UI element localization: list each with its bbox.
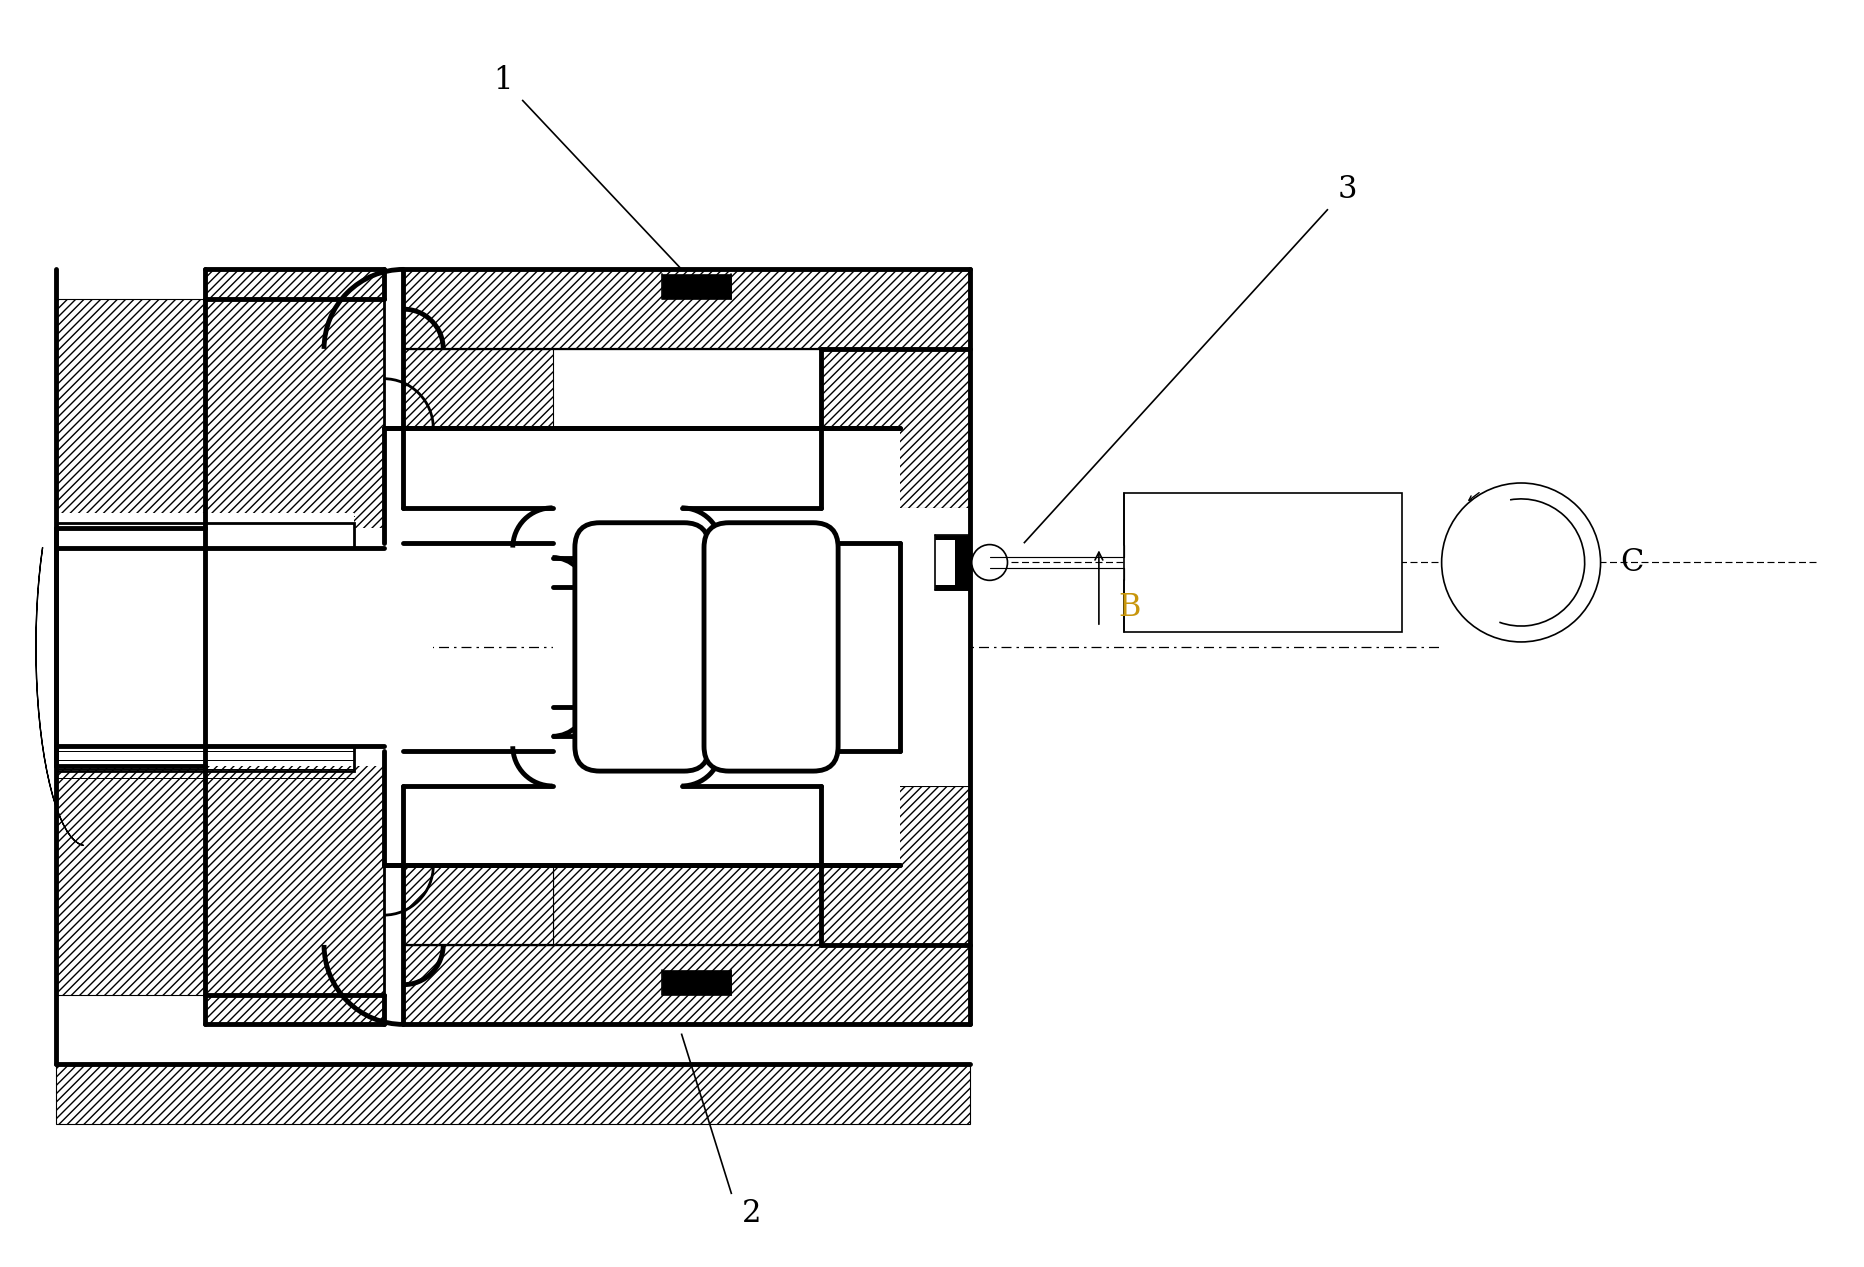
Polygon shape [403,270,969,508]
Bar [56,527,205,767]
Polygon shape [205,299,384,542]
Bar [820,508,969,786]
Text: C: C [1620,547,1644,578]
Polygon shape [384,428,602,542]
FancyBboxPatch shape [705,523,839,772]
Text: 2: 2 [742,1197,761,1229]
Bar [384,751,900,865]
Bar [1124,493,1402,632]
Text: 1: 1 [494,65,513,96]
Bar [205,527,403,767]
Text: 3: 3 [1338,175,1357,205]
Bar [56,746,354,772]
Bar [925,540,954,585]
Bar [662,275,731,299]
Polygon shape [56,1064,969,1124]
Bar [936,535,969,590]
Circle shape [1441,483,1601,642]
Bar [384,428,900,542]
Polygon shape [384,751,602,865]
Polygon shape [205,751,384,995]
Bar [56,547,432,746]
Polygon shape [403,945,969,1025]
Polygon shape [56,299,205,527]
Polygon shape [403,786,552,945]
Bar [662,969,731,995]
Polygon shape [552,786,969,945]
Polygon shape [205,995,384,1025]
Bar [552,508,820,786]
Circle shape [971,545,1008,580]
Polygon shape [205,270,384,299]
Polygon shape [403,348,552,508]
Bar [56,523,354,547]
Bar [56,513,354,552]
FancyBboxPatch shape [574,523,708,772]
Text: B: B [1118,592,1141,622]
Polygon shape [56,767,205,995]
